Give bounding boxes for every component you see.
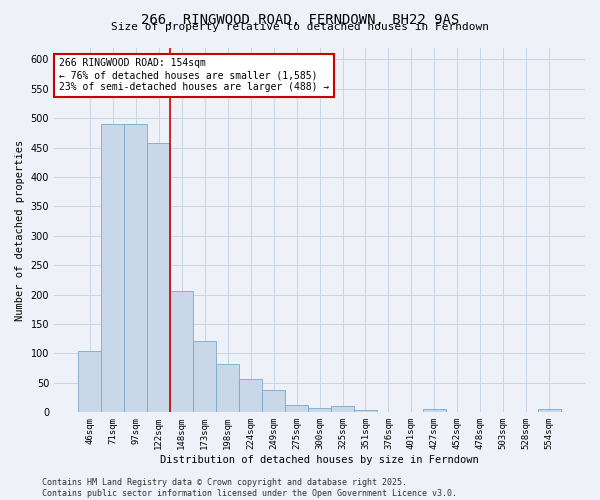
Bar [101, 124, 124, 412]
Bar [170, 290, 193, 412]
Bar [78, 350, 101, 412]
Text: 266, RINGWOOD ROAD, FERNDOWN, BH22 9AS: 266, RINGWOOD ROAD, FERNDOWN, BH22 9AS [141, 12, 459, 26]
Bar [147, 143, 170, 412]
Bar [354, 410, 377, 412]
Bar [285, 404, 308, 412]
Bar [262, 390, 285, 412]
Text: Size of property relative to detached houses in Ferndown: Size of property relative to detached ho… [111, 22, 489, 32]
Bar [538, 409, 561, 412]
Bar [124, 124, 147, 412]
Bar [423, 410, 446, 412]
X-axis label: Distribution of detached houses by size in Ferndown: Distribution of detached houses by size … [160, 455, 479, 465]
Text: Contains HM Land Registry data © Crown copyright and database right 2025.
Contai: Contains HM Land Registry data © Crown c… [42, 478, 457, 498]
Y-axis label: Number of detached properties: Number of detached properties [15, 140, 25, 320]
Bar [216, 364, 239, 412]
Text: 266 RINGWOOD ROAD: 154sqm
← 76% of detached houses are smaller (1,585)
23% of se: 266 RINGWOOD ROAD: 154sqm ← 76% of detac… [59, 58, 329, 92]
Bar [331, 406, 354, 412]
Bar [239, 379, 262, 412]
Bar [193, 340, 216, 412]
Bar [308, 408, 331, 412]
